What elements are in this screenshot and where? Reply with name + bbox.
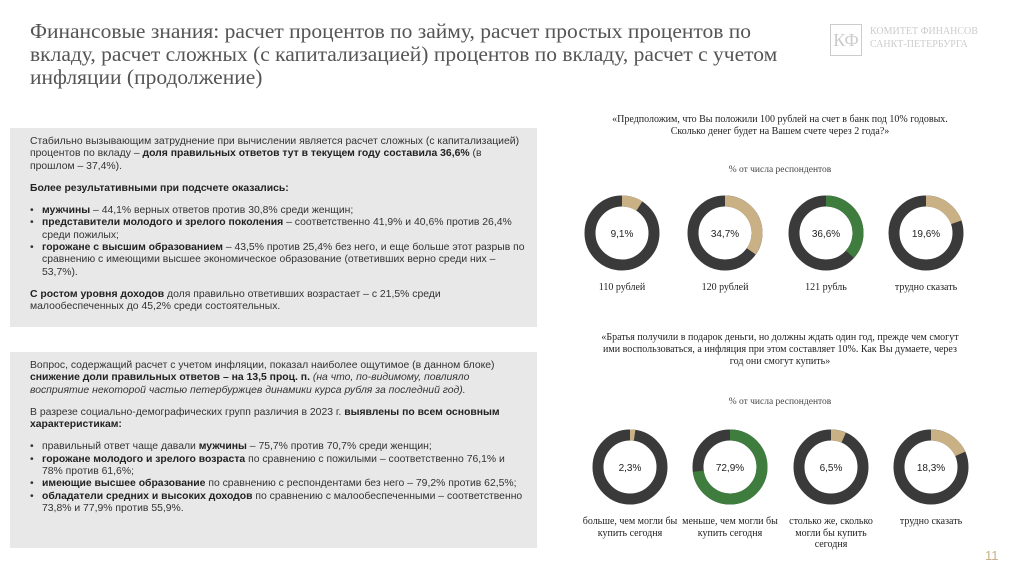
- text-run: С ростом уровня доходов: [30, 288, 165, 300]
- donut-segment: [825, 195, 864, 258]
- paragraph: Более результативными при подсчете оказа…: [30, 183, 527, 195]
- paragraph: Вопрос, содержащий расчет с учетом инфля…: [30, 360, 527, 397]
- text-run: доля правильных ответов тут в текущем го…: [142, 148, 470, 160]
- text-run: горожане с высшим образованием: [42, 242, 223, 254]
- donut-segment: [621, 195, 643, 211]
- bullet-item: представители молодого и зрелого поколен…: [30, 217, 527, 242]
- donut-segment: [930, 429, 966, 457]
- text-run: представители молодого и зрелого поколен…: [42, 217, 284, 229]
- text-block: Вопрос, содержащий расчет с учетом инфля…: [10, 352, 537, 548]
- donut: 6,5%: [793, 429, 869, 505]
- text-run: (в прошлом – 37,4%).: [30, 148, 482, 172]
- text-run: по сравнению с респондентами без него – …: [205, 478, 517, 490]
- text-run: имеющие высшее образование: [42, 478, 206, 490]
- page-number: 11: [985, 548, 999, 563]
- logo: КФ КОМИТЕТ ФИНАНСОВ САНКТ-ПЕТЕРБУРГА: [830, 24, 1020, 58]
- bullet-item: мужчины – 44,1% верных ответов против 30…: [30, 205, 527, 218]
- slide-title: Финансовые знания: расчет процентов по з…: [30, 19, 778, 89]
- category-label: трудно сказать: [899, 516, 963, 527]
- text-run: – соответственно 41,9% и 40,6% против 26…: [42, 217, 512, 241]
- donut: 19,6%: [888, 195, 964, 271]
- text-run: обладатели средних и высоких доходов: [42, 490, 253, 502]
- text-run: по сравнению с пожилыми – соответственно…: [42, 453, 505, 478]
- category-label: трудно сказать: [894, 282, 958, 293]
- value-label: 36,6%: [812, 229, 840, 240]
- paragraph: В разрезе социально-демографических груп…: [30, 407, 527, 432]
- logo-text: САНКТ-ПЕТЕРБУРГА: [870, 39, 968, 50]
- bullet-item: имеющие высшее образование по сравнению …: [30, 478, 527, 491]
- text-block: Стабильно вызывающим затруднение при выч…: [10, 128, 537, 327]
- text-run: снижение доли правильных ответов – на 13…: [30, 372, 310, 384]
- text-run: доля правильно ответивших возрастает – с…: [30, 288, 441, 313]
- paragraph: Стабильно вызывающим затруднение при выч…: [30, 136, 527, 173]
- donut: 2,3%: [592, 429, 668, 505]
- category-label: 110 рублей: [598, 282, 646, 293]
- category-label: 121 рубль: [805, 282, 847, 293]
- category-label: больше, чем могли бы купить сегодня: [582, 516, 678, 539]
- donut-segment: [724, 195, 763, 255]
- bullet-item: горожане молодого и зрелого возраста по …: [30, 454, 527, 479]
- text-run: – 44,1% верных ответов против 30,8% сред…: [90, 205, 354, 217]
- bullet-item: горожане с высшим образованием – 43,5% п…: [30, 242, 527, 279]
- text-run: Стабильно вызывающим затруднение при выч…: [30, 136, 520, 160]
- donut-segment: [925, 195, 962, 225]
- text-run: Более результативными при подсчете оказа…: [30, 182, 289, 194]
- value-label: 18,3%: [917, 463, 945, 474]
- logo-text: КОМИТЕТ ФИНАНСОВ: [870, 26, 978, 37]
- chart-subtitle: % от числа респондентов: [728, 397, 832, 407]
- donut: 36,6%: [788, 195, 864, 271]
- text-run: мужчины: [42, 205, 91, 217]
- donut: 18,3%: [893, 429, 969, 505]
- value-label: 72,9%: [716, 463, 744, 474]
- category-label: столько же, сколько могли бы купить сего…: [789, 516, 873, 550]
- bullet-item: обладатели средних и высоких доходов по …: [30, 491, 527, 516]
- paragraph: С ростом уровня доходов доля правильно о…: [30, 289, 527, 314]
- value-label: 9,1%: [611, 229, 634, 240]
- text-run: мужчины: [198, 441, 247, 453]
- text-run: – 75,7% против 70,7% среди женщин;: [246, 441, 432, 453]
- donut: 72,9%: [692, 429, 768, 505]
- donut-segment: [830, 429, 846, 443]
- value-label: 34,7%: [711, 229, 739, 240]
- chart-subtitle: % от числа респондентов: [728, 165, 832, 175]
- donut: 9,1%: [584, 195, 660, 271]
- text-run: Вопрос, содержащий расчет с учетом инфля…: [30, 360, 495, 371]
- donut-segment: [692, 429, 768, 505]
- bullet-item: правильный ответ чаще давали мужчины – 7…: [30, 441, 527, 454]
- value-label: 2,3%: [619, 463, 642, 474]
- value-label: 19,6%: [912, 229, 940, 240]
- text-run: горожане молодого и зрелого возраста: [42, 453, 246, 465]
- text-run: по сравнению с малообеспеченными – соотв…: [42, 490, 523, 514]
- value-label: 6,5%: [820, 463, 843, 474]
- donut: 34,7%: [687, 195, 763, 271]
- text-run: – 43,5% против 25,4% без него, и еще бол…: [42, 242, 525, 278]
- category-label: 120 рублей: [701, 282, 749, 293]
- chart-title: «Братья получили в подарок деньги, но до…: [601, 332, 959, 367]
- text-run: правильный ответ чаще давали: [42, 441, 199, 453]
- chart-title: «Предположим, что Вы положили 100 рублей…: [612, 114, 948, 137]
- text-run: (на что, по-видимому, повлияло восприяти…: [30, 372, 470, 396]
- text-run: В разрезе социально-демографических груп…: [30, 406, 345, 418]
- category-label: меньше, чем могли бы купить сегодня: [682, 516, 778, 539]
- text-run: выявлены по всем основным характеристика…: [30, 406, 500, 431]
